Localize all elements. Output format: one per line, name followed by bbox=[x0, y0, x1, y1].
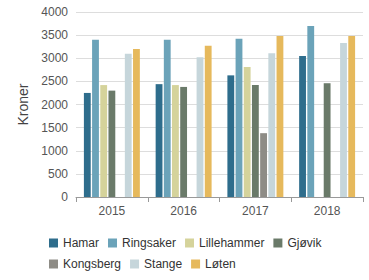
svg-text:Gjøvik: Gjøvik bbox=[287, 236, 322, 250]
svg-text:Kroner: Kroner bbox=[15, 83, 31, 125]
svg-text:Løten: Løten bbox=[205, 257, 236, 271]
svg-text:Stange: Stange bbox=[144, 257, 182, 271]
svg-text:2016: 2016 bbox=[170, 204, 197, 218]
svg-text:2015: 2015 bbox=[99, 204, 126, 218]
svg-text:4000: 4000 bbox=[41, 5, 68, 19]
svg-text:Hamar: Hamar bbox=[63, 236, 99, 250]
svg-text:3500: 3500 bbox=[41, 28, 68, 42]
svg-text:500: 500 bbox=[48, 167, 68, 181]
svg-text:Kongsberg: Kongsberg bbox=[63, 257, 121, 271]
svg-text:Lillehammer: Lillehammer bbox=[199, 236, 264, 250]
svg-text:2000: 2000 bbox=[41, 98, 68, 112]
svg-text:Ringsaker: Ringsaker bbox=[122, 236, 176, 250]
svg-text:2018: 2018 bbox=[314, 204, 341, 218]
svg-text:1000: 1000 bbox=[41, 144, 68, 158]
svg-text:2017: 2017 bbox=[242, 204, 269, 218]
svg-text:2500: 2500 bbox=[41, 74, 68, 88]
svg-text:1500: 1500 bbox=[41, 121, 68, 135]
svg-text:3000: 3000 bbox=[41, 51, 68, 65]
svg-text:0: 0 bbox=[61, 190, 68, 204]
